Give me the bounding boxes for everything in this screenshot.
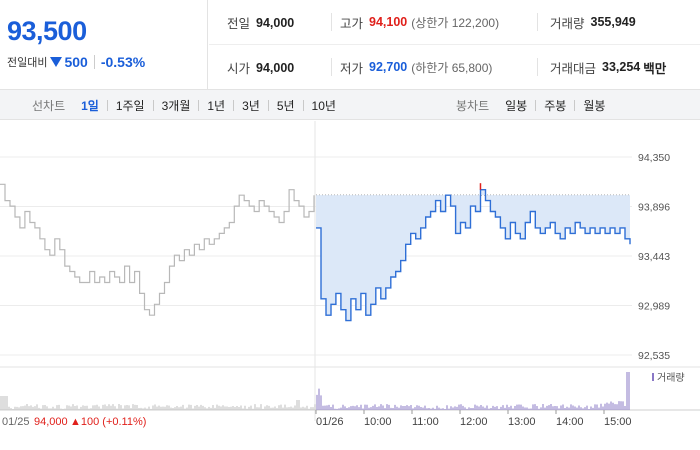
price-box: 93,500 전일대비 500 -0.53% [0,0,208,90]
stat-value: 94,000 [256,60,295,75]
period-1y[interactable]: 1년 [207,98,226,113]
price-tick-label: 93,443 [638,251,670,263]
change-label: 전일대비 [7,57,48,69]
period-5y[interactable]: 5년 [276,98,295,113]
prev-day-label: 01/25 [2,416,30,428]
stock-summary: 93,500 전일대비 500 -0.53% 전일 94,000 고가 94,1… [0,0,700,90]
period-10y[interactable]: 10년 [311,98,336,113]
time-tick-label: 01/26 [316,416,344,428]
stat-high: 고가 94,100 (상한가 122,200) [331,13,499,31]
series-line-today [316,189,631,322]
prev-day-change: ▲100 (+0.11%) [70,416,146,428]
volume-legend-swatch [652,373,654,381]
intraday-chart: 94,350 93,896 93,443 92,989 92,535 거래량 01/25… [0,121,700,450]
period-1w[interactable]: 1주일 [115,98,145,113]
stats-row-1: 전일 94,000 고가 94,100 (상한가 122,200) 거래량 35… [209,0,700,45]
candle-chart-title: 봉차트 [456,98,490,113]
price-tick-label: 93,896 [638,202,670,214]
stat-open: 시가 94,000 [227,45,294,90]
upper-limit: (상한가 122,200) [411,15,500,30]
time-tick-label: 12:00 [460,416,488,428]
divider [535,99,537,111]
chart-svg: 94,350 93,896 93,443 92,989 92,535 거래량 01/25… [0,121,700,428]
divider [267,99,269,111]
divider [106,99,108,111]
candle-weekly[interactable]: 주봉 [544,98,567,113]
period-selector: 선차트 1일 1주일 3개월 1년 3년 5년 10년 봉차트 일봉 주봉 월봉 [0,90,700,120]
stat-prev-close: 전일 94,000 [227,0,294,45]
volume-bars: 거래량 [0,366,700,411]
price-axis: 94,350 93,896 93,443 92,989 92,535 [638,152,670,362]
stat-value: 355,949 [590,15,636,29]
chart-area [316,189,630,321]
divider [198,99,200,111]
stats-table: 전일 94,000 고가 94,100 (상한가 122,200) 거래량 35… [209,0,700,90]
stats-row-2: 시가 94,000 저가 92,700 (하한가 65,800) 거래대금 33… [209,45,700,90]
chart-lines [0,183,631,322]
stat-label: 시가 [227,62,251,76]
change-amount: 500 [64,54,88,70]
candle-monthly[interactable]: 월봉 [583,98,606,113]
time-tick-label: 15:00 [604,416,632,428]
time-tick-label: 11:00 [412,416,439,428]
stat-low: 저가 92,700 (하한가 65,800) [331,58,492,76]
divider [302,99,304,111]
period-3m[interactable]: 3개월 [161,98,191,113]
price-tick-label: 92,535 [638,350,670,362]
stat-unit: 백만 [643,61,667,76]
time-tick-label: 10:00 [364,416,392,428]
stat-value: 94,100 [369,15,408,29]
below-prev-close-fill [316,189,630,321]
stat-label: 고가 [340,16,364,31]
period-1d[interactable]: 1일 [81,98,99,113]
down-arrow-icon [50,57,63,67]
divider [233,99,235,111]
time-tick-label: 14:00 [556,416,584,428]
line-chart-title: 선차트 [32,98,66,113]
time-axis: 01/25 94,000 ▲100 (+0.11%) 01/26 10:00 11:00 1… [2,410,632,428]
divider [152,99,154,111]
line-chart-periods: 선차트 1일 1주일 3개월 1년 3년 5년 10년 [32,90,340,120]
prev-day-close: 94,000 [34,416,68,428]
price-tick-label: 94,350 [638,152,670,164]
candle-daily[interactable]: 일봉 [505,98,528,113]
stat-value: 33,254 [602,60,641,74]
stat-label: 거래대금 [550,61,597,76]
stat-value: 92,700 [369,60,408,74]
change-row: 전일대비 500 -0.53% [7,54,145,70]
stat-turnover: 거래대금 33,254 백만 [537,58,666,76]
current-price: 93,500 [7,16,87,46]
stat-volume: 거래량 355,949 [537,13,636,31]
stat-value: 94,000 [256,15,295,30]
price-tick-label: 92,989 [638,300,670,312]
divider [574,99,576,111]
stat-label: 전일 [227,17,251,31]
volume-legend-label: 거래량 [657,372,685,384]
time-tick-label: 13:00 [508,416,536,428]
period-3y[interactable]: 3년 [242,98,260,113]
divider [93,55,95,69]
stat-label: 거래량 [550,16,585,31]
series-line-prev-day [0,183,315,316]
stat-label: 저가 [340,61,364,76]
lower-limit: (하한가 65,800) [411,60,493,75]
change-rate: -0.53% [100,54,146,70]
candle-chart-periods: 봉차트 일봉 주봉 월봉 [456,90,609,120]
